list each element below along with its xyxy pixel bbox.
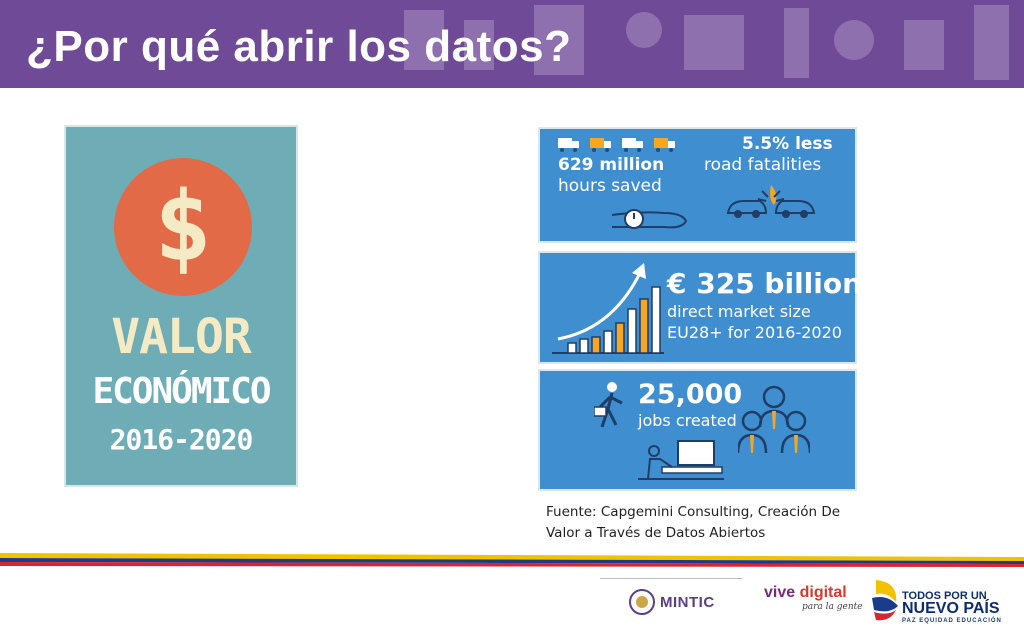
stat-jobs: 25,000 — [638, 379, 743, 410]
header-banner: ¿Por qué abrir los datos? — [0, 0, 1024, 88]
panel-market-size: € 325 billion direct market size EU28+ f… — [538, 251, 862, 364]
todos-line2: NUEVO PAÍS — [902, 600, 1000, 617]
valor-economico-poster: $ VALOR ECONÓMICO 2016-2020 — [64, 125, 298, 487]
panel-hours-saved: 629 million hours saved 5.5% less road f… — [538, 127, 857, 243]
watch-icon — [612, 209, 688, 229]
todos-line3: PAZ EQUIDAD EDUCACIÓN — [902, 618, 1002, 624]
car-crash-icon — [726, 185, 816, 218]
walking-person-icon — [594, 382, 623, 428]
dollar-symbol: $ — [154, 171, 212, 283]
stat-fatalities: 5.5% less — [742, 134, 833, 154]
vive-digital-logo: vive digital — [764, 584, 847, 602]
mintic-logo-text: MINTIC — [660, 594, 715, 611]
stat-market: € 325 billion — [667, 267, 863, 300]
vive-digital-tagline: para la gente — [802, 602, 863, 612]
colombia-flag-stripes — [0, 553, 1024, 567]
caption-hours: hours saved — [558, 176, 662, 196]
office-worker-icon — [638, 440, 724, 480]
people-group-icon — [738, 385, 810, 454]
todos-line1: TODOS POR UN — [902, 590, 987, 602]
digital-word: digital — [799, 584, 847, 601]
colombia-flag-icon — [872, 580, 898, 621]
page-title: ¿Por qué abrir los datos? — [26, 22, 572, 71]
vive-word: vive — [764, 584, 800, 601]
caption-market: direct market size — [667, 302, 811, 321]
source-citation: Fuente: Capgemini Consulting, Creación D… — [546, 504, 841, 541]
poster-line-years: 2016-2020 — [109, 423, 254, 456]
todos-por-un-nuevo-pais-logo: TODOS POR UN NUEVO PAÍS PAZ EQUIDAD EDUC… — [902, 590, 1002, 624]
stat-hours: 629 million — [558, 155, 665, 175]
mintic-seal-icon — [629, 589, 655, 615]
trucks-icon — [558, 138, 675, 152]
panel-jobs: 25,000 jobs created — [538, 369, 857, 491]
header-illustration — [404, 5, 1009, 80]
poster-line-valor: VALOR — [111, 309, 252, 365]
footer-divider — [600, 578, 742, 579]
caption-jobs: jobs created — [638, 411, 737, 430]
poster-line-economico: ECONÓMICO — [92, 371, 271, 412]
caption-fatalities: road fatalities — [704, 155, 822, 175]
growth-chart-icon — [552, 263, 664, 354]
dollar-coin-icon: $ — [114, 158, 252, 296]
caption-market-period: EU28+ for 2016-2020 — [667, 323, 842, 342]
